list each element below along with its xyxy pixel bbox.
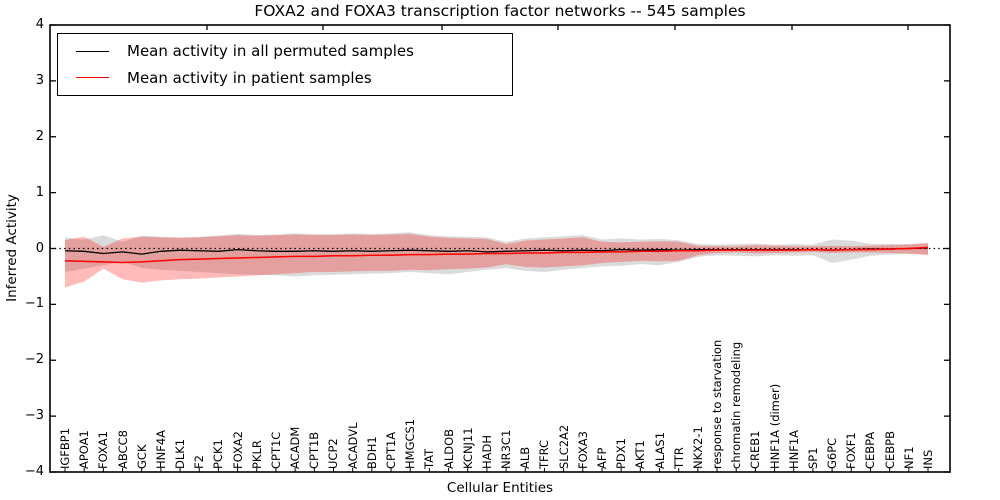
x-tick-label: CPT1C	[268, 431, 283, 469]
x-tick-label: DLK1	[173, 438, 188, 469]
patient-line-sample	[76, 77, 109, 79]
x-tick-label: CPT1B	[307, 431, 322, 469]
x-tick-label: ALDOB	[441, 428, 456, 469]
x-tick-label: TAT	[422, 448, 437, 469]
x-tick-label: NF1	[901, 446, 916, 469]
x-tick-label: PDX1	[614, 438, 629, 469]
legend-box: Mean activity in all permuted samples Me…	[57, 33, 513, 96]
x-tick-label: FOXA3	[575, 431, 590, 469]
x-tick-label: HNF1A	[786, 429, 801, 469]
x-tick-label: SP1	[805, 447, 820, 469]
x-tick-label: TTR	[671, 447, 686, 469]
x-tick-label: HNF1A (dimer)	[767, 383, 782, 469]
patient-mean-line	[64, 246, 929, 264]
x-tick-label: FOXA2	[230, 431, 245, 469]
x-tick-label: NR3C1	[499, 429, 514, 469]
x-tick-label: AFP	[594, 447, 609, 469]
legend-item-patient: Mean activity in patient samples	[58, 69, 512, 87]
x-tick-label: ACADVL	[345, 422, 360, 470]
x-tick-label: G6PC	[825, 437, 840, 469]
x-tick-label: ALAS1	[652, 431, 667, 469]
x-tick-label: AKT1	[633, 440, 648, 469]
x-axis-label: Cellular Entities	[446, 480, 554, 496]
y-tick-label: 0	[35, 240, 44, 256]
x-tick-label: CEBPA	[863, 431, 878, 469]
x-tick-label: NKX2-1	[690, 426, 705, 469]
x-tick-label: PCK1	[211, 439, 226, 469]
x-tick-label: response to starvation	[710, 339, 725, 469]
x-tick-label: BDH1	[364, 436, 379, 469]
x-tick-label: GCK	[134, 444, 149, 469]
x-tick-label: UCP2	[326, 438, 341, 469]
y-tick-label: 2	[35, 128, 44, 144]
y-tick-label: 4	[35, 17, 44, 32]
legend-label-permuted: Mean activity in all permuted samples	[127, 42, 414, 61]
y-tick-label: −1	[24, 296, 44, 312]
x-tick-label: FOXF1	[844, 432, 859, 469]
x-tick-label: ACADM	[288, 426, 303, 469]
x-tick-label: PKLR	[249, 440, 264, 469]
x-tick-label: FOXA1	[96, 431, 111, 469]
x-tick-label: SLC2A2	[556, 424, 571, 469]
patient-band	[65, 233, 928, 288]
chart-title: FOXA2 and FOXA3 transcription factor net…	[254, 2, 746, 20]
y-tick-label: 1	[35, 184, 44, 200]
x-tick-label: CREB1	[748, 430, 763, 470]
x-tick-label: chromatin remodeling	[729, 341, 744, 469]
x-tick-label: F2	[192, 455, 207, 469]
permuted-line-sample	[76, 50, 109, 52]
x-tick-label: IGFBP1	[58, 427, 72, 469]
x-tick-label: CEBPB	[882, 430, 897, 469]
x-tick-label: ALB	[518, 446, 533, 469]
x-tick-label: TFRC	[537, 439, 552, 469]
x-tick-label: ABCC8	[115, 430, 130, 469]
y-tick-label: −3	[24, 408, 44, 424]
x-tick-label: HMGCS1	[403, 418, 418, 469]
legend-item-permuted: Mean activity in all permuted samples	[58, 42, 512, 60]
x-tick-label: HADH	[479, 434, 494, 469]
legend-label-patient: Mean activity in patient samples	[127, 68, 372, 87]
x-tick-label: CPT1A	[384, 431, 399, 469]
x-tick-label: INS	[921, 449, 935, 469]
permuted-band	[65, 232, 928, 277]
x-tick-label: APOA1	[77, 430, 92, 469]
x-tick-label: KCNJ11	[460, 427, 475, 469]
y-tick-label: −2	[24, 352, 44, 368]
x-tick-label: HNF4A	[153, 429, 168, 469]
y-tick-label: −4	[24, 464, 44, 479]
y-tick-label: 3	[35, 72, 44, 88]
